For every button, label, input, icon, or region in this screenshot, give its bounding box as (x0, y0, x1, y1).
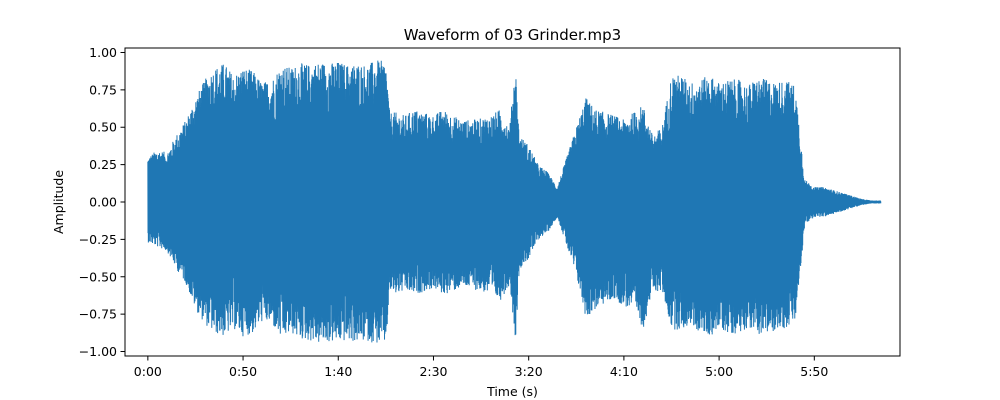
x-tick-label: 5:50 (800, 364, 828, 379)
plot-area (147, 60, 882, 343)
x-axis: 0:00 0:50 1:40 2:30 3:20 4:10 5:00 5:50 (134, 356, 828, 379)
x-tick-label: 5:00 (705, 364, 733, 379)
y-tick-label: 0.00 (89, 195, 117, 210)
chart-title: Waveform of 03 Grinder.mp3 (404, 26, 621, 44)
x-tick-label: 2:30 (419, 364, 447, 379)
x-axis-label: Time (s) (486, 384, 538, 399)
y-tick-label: 0.50 (89, 120, 117, 135)
y-tick-label: 0.25 (89, 157, 117, 172)
y-tick-label: −0.25 (79, 232, 117, 247)
x-tick-label: 4:10 (610, 364, 638, 379)
y-axis-label: Amplitude (51, 170, 66, 234)
y-tick-label: −1.00 (79, 344, 117, 359)
x-tick-label: 3:20 (515, 364, 543, 379)
x-tick-label: 0:00 (134, 364, 162, 379)
y-tick-label: 0.75 (89, 82, 117, 97)
y-tick-label: 1.00 (89, 45, 117, 60)
waveform-series-line (147, 60, 882, 343)
x-tick-label: 0:50 (229, 364, 257, 379)
x-tick-label: 1:40 (324, 364, 352, 379)
y-tick-label: −0.50 (79, 269, 117, 284)
y-tick-label: −0.75 (79, 307, 117, 322)
y-axis: −1.00 −0.75 −0.50 −0.25 0.00 0.25 0.50 0.75 1.00 (79, 45, 125, 359)
